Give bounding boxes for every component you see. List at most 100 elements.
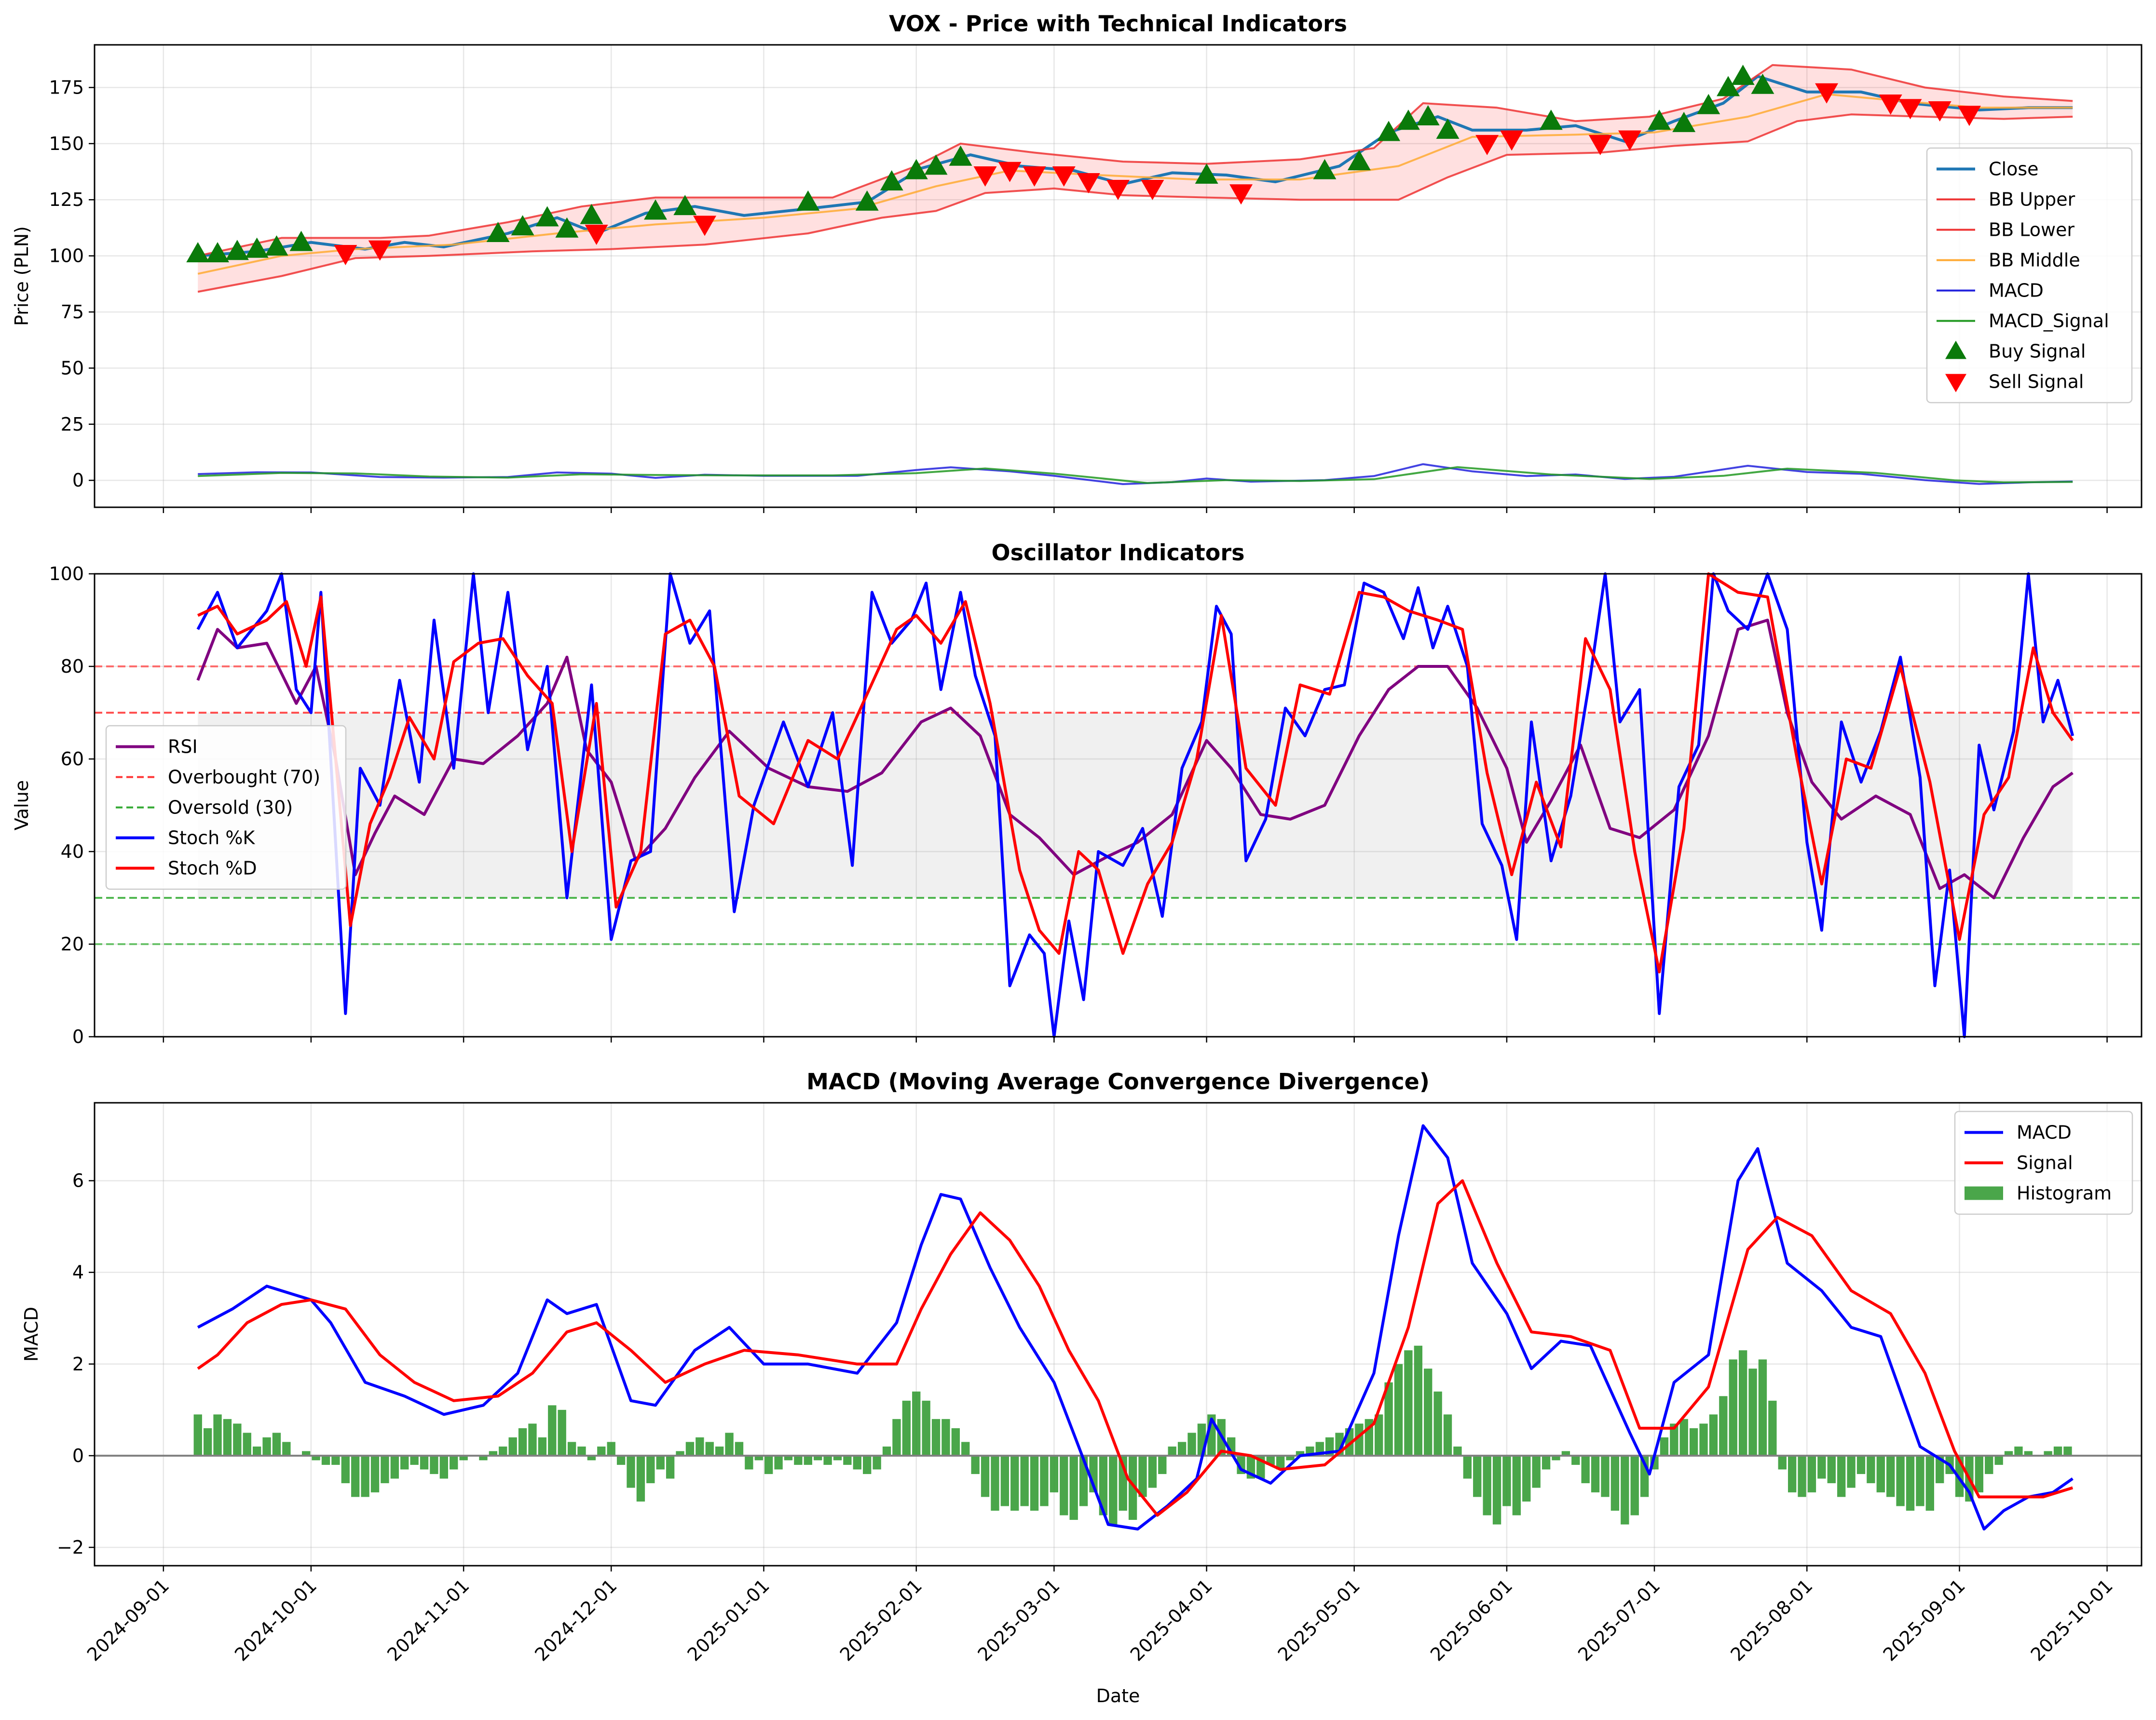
- histogram-bar: [616, 1455, 626, 1465]
- series-macd-signal: [198, 466, 2073, 484]
- histogram-bar: [1109, 1455, 1118, 1525]
- histogram-bar: [1414, 1345, 1422, 1456]
- histogram-bar: [1050, 1455, 1059, 1492]
- buy-signal-marker: [673, 195, 697, 216]
- histogram-bar: [351, 1455, 360, 1497]
- histogram-bar: [381, 1455, 389, 1483]
- y-tick-label: 0: [72, 1445, 84, 1466]
- y-axis-label: Value: [11, 780, 32, 830]
- legend-label: BB Upper: [1989, 189, 2075, 210]
- histogram-bar: [390, 1455, 399, 1479]
- histogram-bar: [1040, 1455, 1049, 1506]
- legend-label: Overbought (70): [168, 767, 320, 788]
- legend-box: [1926, 147, 2133, 404]
- histogram-bar: [223, 1419, 232, 1456]
- y-tick-label: 20: [61, 934, 84, 955]
- histogram-bar: [243, 1433, 251, 1456]
- legend-label: RSI: [168, 736, 198, 758]
- y-ticks: 0 25 50 75 100 125 150 175: [49, 77, 95, 491]
- legend-label: BB Lower: [1989, 219, 2074, 241]
- histogram-bar: [1817, 1455, 1826, 1479]
- histogram-bar: [685, 1442, 695, 1456]
- buy-signal-marker: [644, 199, 668, 220]
- plot-frame: [94, 1102, 2142, 1567]
- buy-signal-marker: [1731, 65, 1755, 85]
- histogram-bar: [696, 1437, 704, 1456]
- histogram-bar: [1561, 1451, 1570, 1456]
- histogram-bar: [1276, 1455, 1285, 1470]
- histogram-bar: [1916, 1455, 1924, 1506]
- buy-signal-marker: [1672, 111, 1696, 132]
- x-ticks: [163, 507, 2108, 513]
- histogram-bar: [1581, 1455, 1590, 1483]
- histogram-bar: [961, 1442, 970, 1456]
- histogram-bar: [489, 1451, 498, 1456]
- histogram-bar: [1788, 1455, 1797, 1492]
- buy-signal-marker: [1436, 118, 1460, 139]
- histogram-bar: [1975, 1455, 1984, 1492]
- histogram-bar: [1010, 1455, 1019, 1511]
- buy-signal-marker: [1648, 109, 1671, 130]
- histogram-bar: [1030, 1455, 1039, 1511]
- sell-signal-marker: [585, 225, 608, 245]
- y-tick-label: 40: [61, 841, 84, 862]
- histogram-bar: [1936, 1455, 1944, 1483]
- histogram-bar: [1856, 1455, 1866, 1474]
- buy-signal-marker: [1697, 94, 1720, 114]
- histogram-bar: [656, 1455, 665, 1470]
- histogram-bar: [193, 1414, 202, 1456]
- histogram-bar: [922, 1400, 930, 1456]
- histogram-bar: [981, 1455, 990, 1497]
- sell-signal-marker: [1106, 179, 1130, 200]
- y-tick-label: 50: [61, 357, 84, 379]
- histogram-bar: [1187, 1433, 1196, 1456]
- sell-signal-marker: [1229, 184, 1253, 205]
- histogram-bar: [1670, 1423, 1678, 1456]
- histogram-bar: [627, 1455, 635, 1488]
- histogram-bar: [528, 1423, 537, 1456]
- histogram-bar: [804, 1455, 812, 1465]
- histogram-bar: [203, 1428, 212, 1456]
- histogram-bar: [213, 1414, 222, 1456]
- buy-signal-marker: [511, 215, 534, 236]
- buy-signal-marker: [555, 217, 579, 238]
- sell-signal-marker: [1879, 95, 1902, 115]
- histogram-bar: [912, 1391, 921, 1456]
- histogram-bar: [1148, 1455, 1157, 1488]
- legend-label: Histogram: [2017, 1183, 2112, 1204]
- histogram-bar: [341, 1455, 350, 1483]
- histogram-bar: [2053, 1446, 2062, 1456]
- histogram-bar: [420, 1455, 429, 1470]
- y-tick-label: 2: [72, 1354, 84, 1375]
- buy-signal-marker: [796, 190, 820, 211]
- legend-swatch: [1945, 374, 1966, 393]
- histogram-bar: [1463, 1455, 1472, 1479]
- series-stoch-d: [197, 572, 2074, 974]
- histogram-bar: [1729, 1359, 1737, 1456]
- sell-signal-marker: [1618, 130, 1641, 151]
- legend-label: Stoch %K: [168, 827, 255, 849]
- histogram-bar: [430, 1455, 438, 1474]
- histogram-bar: [1827, 1455, 1836, 1483]
- buy-signal-marker: [1416, 105, 1440, 125]
- histogram-bar: [1168, 1446, 1176, 1456]
- sell-signal-marker: [1957, 106, 1981, 126]
- histogram-bar: [1906, 1455, 1915, 1511]
- histogram-bar: [2044, 1451, 2052, 1456]
- histogram-bar: [1798, 1455, 1806, 1497]
- buy-signal-marker: [289, 230, 313, 251]
- sell-signal-marker: [334, 244, 357, 265]
- histogram-bar: [1689, 1428, 1698, 1456]
- marks: [95, 1124, 2142, 1530]
- buy-signal-marker: [855, 190, 879, 211]
- histogram-bar: [853, 1455, 861, 1470]
- series-stoch-k: [196, 572, 2074, 1038]
- histogram-bar: [1837, 1455, 1846, 1497]
- sell-signal-marker: [1141, 179, 1164, 200]
- histogram-bar: [233, 1423, 242, 1456]
- y-tick-label: 25: [61, 414, 84, 435]
- histogram-bar: [1601, 1455, 1610, 1497]
- histogram-bar: [1591, 1455, 1600, 1492]
- histogram-bar: [1876, 1455, 1885, 1492]
